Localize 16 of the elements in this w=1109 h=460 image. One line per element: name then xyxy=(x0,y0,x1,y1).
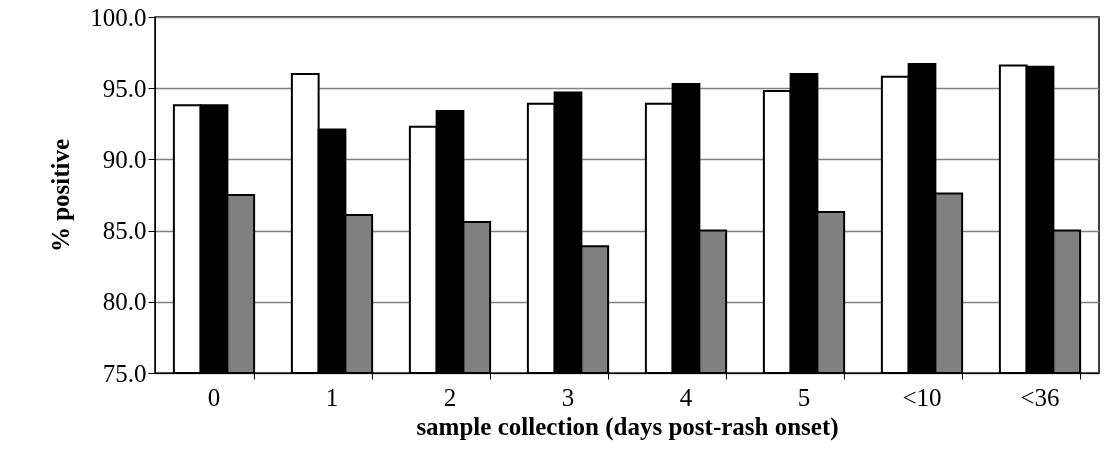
x-tick-label: 1 xyxy=(325,383,339,411)
x-tick-label: 0 xyxy=(207,383,221,411)
x-tick-label: 4 xyxy=(679,383,693,411)
y-tick-label: 80.0 xyxy=(102,288,147,316)
y-tick-label: 95.0 xyxy=(102,74,147,102)
y-tick-label: 75.0 xyxy=(102,359,147,387)
x-tick-label: 3 xyxy=(561,383,575,411)
x-tick-label: <36 xyxy=(1020,383,1060,411)
y-tick-label: 90.0 xyxy=(102,145,147,173)
y-tick-label: 100.0 xyxy=(90,3,147,31)
y-tick-label: 85.0 xyxy=(102,217,147,245)
x-tick-label: 2 xyxy=(443,383,457,411)
x-tick-label: 5 xyxy=(797,383,811,411)
y-axis-title: % positive xyxy=(47,138,75,253)
x-tick-label: <10 xyxy=(902,383,942,411)
x-axis-title: sample collection (days post-rash onset) xyxy=(416,412,839,441)
